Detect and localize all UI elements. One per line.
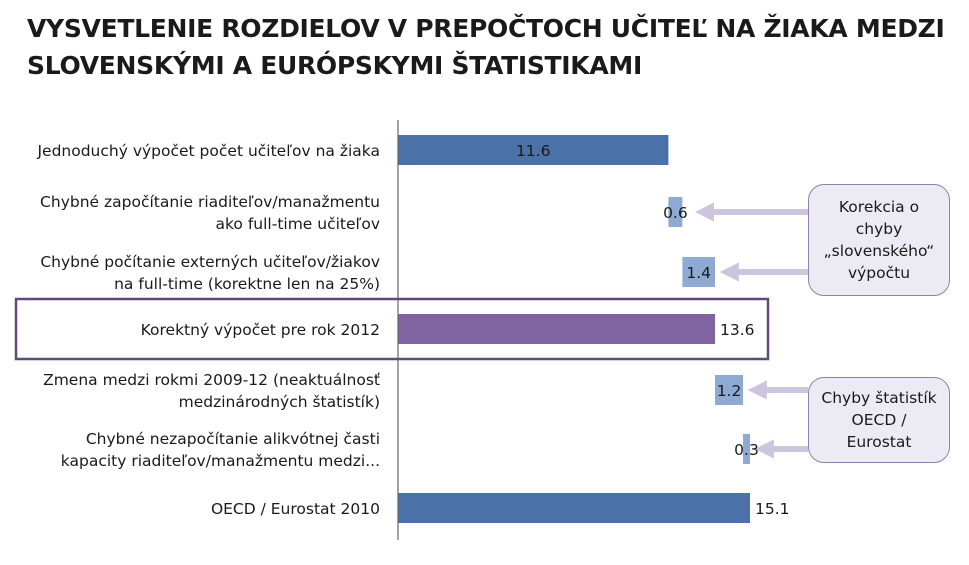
category-label-2: Chybné započítanie riaditeľov/manažmentu…	[40, 193, 380, 233]
callout-line: Eurostat	[846, 433, 912, 451]
value-label-2: 0.6	[663, 204, 688, 222]
category-label-line: kapacity riaditeľov/manažmentu medzi...	[61, 452, 380, 470]
category-label-6: Chybné nezapočítanie alikvótnej časti kap…	[61, 430, 380, 470]
category-label-line: Chybné počítanie externých učiteľov/žiak…	[40, 253, 380, 271]
value-labels-group: 11.6 0.6 1.4 13.6 1.2 0.3 15.1	[516, 142, 790, 518]
callout-line: Chyby štatistík	[821, 389, 937, 407]
category-label-4: Korektný výpočet pre rok 2012	[141, 321, 380, 339]
bar-1	[398, 135, 669, 165]
highlight-frame	[14, 297, 770, 361]
category-label-line: Jednoduchý výpočet počet učiteľov na žia…	[36, 142, 380, 160]
value-label-7: 15.1	[755, 500, 790, 518]
category-label-7: OECD / Eurostat 2010	[211, 500, 380, 518]
category-label-5: Zmena medzi rokmi 2009-12 (neaktuálnosť m…	[43, 371, 380, 411]
chart-title-line-2: SLOVENSKÝMI A EURÓPSKYMI ŠTATISTIKAMI	[27, 51, 642, 80]
bar-3	[682, 257, 716, 287]
callout-line: „slovenského“	[823, 242, 935, 260]
category-label-line: Zmena medzi rokmi 2009-12 (neaktuálnosť	[43, 371, 380, 389]
category-label-line: na full-time (korektne len na 25%)	[114, 275, 380, 293]
value-label-1: 11.6	[516, 142, 551, 160]
bars-group	[398, 135, 750, 523]
bar-2	[668, 197, 683, 227]
callout-oecd-errors: Chyby štatistík OECD / Eurostat	[808, 377, 950, 463]
category-label-line: medzinárodných štatistík)	[179, 393, 380, 411]
category-label-line: Chybné nezapočítanie alikvótnej časti	[86, 430, 380, 448]
category-label-line: Korektný výpočet pre rok 2012	[141, 321, 380, 339]
category-label-line: Chybné započítanie riaditeľov/manažmentu	[40, 193, 380, 211]
category-label-line: OECD / Eurostat 2010	[211, 500, 380, 518]
category-label-3: Chybné počítanie externých učiteľov/žiak…	[40, 253, 380, 293]
callout-arrows	[695, 202, 808, 459]
bar-6	[743, 434, 750, 464]
chart-title-line-1: VYSVETLENIE ROZDIELOV V PREPOČTOCH UČITE…	[27, 14, 945, 43]
value-label-4: 13.6	[720, 321, 755, 339]
category-labels-group: Jednoduchý výpočet počet učiteľov na žia…	[36, 142, 380, 518]
value-label-6: 0.3	[734, 441, 759, 459]
callout-line: Korekcia o	[838, 198, 920, 216]
value-label-5: 1.2	[717, 382, 742, 400]
chart-title: VYSVETLENIE ROZDIELOV V PREPOČTOCH UČITE…	[27, 10, 947, 84]
bar-7	[398, 493, 750, 523]
category-label-1: Jednoduchý výpočet počet učiteľov na žia…	[36, 142, 380, 160]
callout-line: OECD /	[851, 411, 907, 429]
value-label-3: 1.4	[686, 264, 711, 282]
bar-4	[398, 314, 716, 344]
callout-line: chyby	[855, 220, 903, 238]
callout-slovak-correction: Korekcia o chyby „slovenského“ výpočtu	[808, 184, 950, 296]
category-label-line: ako full-time učiteľov	[216, 215, 381, 233]
callout-line: výpočtu	[847, 264, 911, 282]
bar-5	[715, 375, 744, 405]
